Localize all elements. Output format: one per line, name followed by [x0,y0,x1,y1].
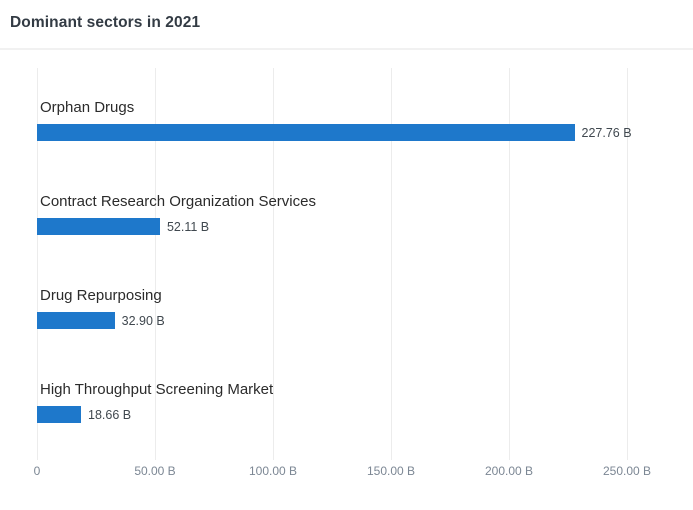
bar-row: Contract Research Organization Services 5… [37,192,693,235]
gridline [37,68,38,460]
bar-row: Drug Repurposing 32.90 B [37,286,693,329]
category-label: High Throughput Screening Market [40,381,274,398]
value-label: 52.11 B [166,219,210,234]
bar-row: Orphan Drugs 227.76 B [37,98,693,141]
category-label: Drug Repurposing [40,287,162,304]
bar-line: 32.90 B [37,312,693,329]
gridline [391,68,392,460]
bar-line: 227.76 B [37,124,693,141]
gridline [155,68,156,460]
bar[interactable] [37,406,82,423]
x-axis-tick-label: 0 [33,464,41,478]
category-label: Contract Research Organization Services [40,193,316,210]
bar[interactable] [37,124,575,141]
bar-chart: Orphan Drugs 227.76 B Contract Research Or… [0,52,693,510]
gridline [627,68,628,460]
x-axis-tick-label: 200.00 B [484,464,534,478]
gridline [509,68,510,460]
card-header: Dominant sectors in 2021 [0,0,693,50]
bar-line: 52.11 B [37,218,693,235]
value-label: 18.66 B [88,407,132,422]
x-axis-tick-label: 100.00 B [248,464,298,478]
value-label: 32.90 B [121,313,165,328]
bar[interactable] [37,218,160,235]
bar[interactable] [37,312,115,329]
x-axis-tick-label: 50.00 B [134,464,176,478]
bar-row: High Throughput Screening Market 18.66 B [37,380,693,423]
value-label: 227.76 B [581,125,632,140]
x-axis-tick-label: 150.00 B [366,464,416,478]
gridline [273,68,274,460]
category-label: Orphan Drugs [40,99,135,116]
bar-line: 18.66 B [37,406,693,423]
chart-title: Dominant sectors in 2021 [10,14,201,31]
x-axis-tick-label: 250.00 B [602,464,652,478]
